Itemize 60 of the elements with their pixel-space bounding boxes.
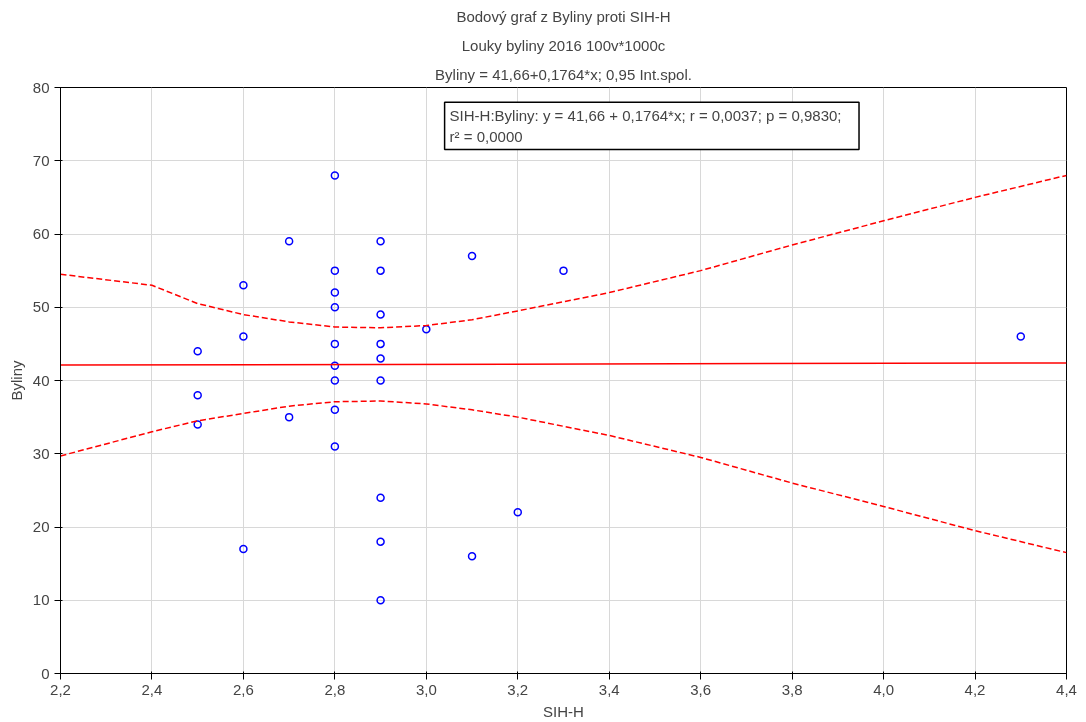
- annotation: SIH-H:Byliny: y = 41,66 + 0,1764*x; r = 0,0037; p = 0,9830; r² = 0,0000: [449, 107, 842, 145]
- x-tick-label: 3,0: [415, 680, 437, 698]
- y-tick-label: 40: [32, 371, 50, 389]
- point: [513, 508, 523, 517]
- x-tick-label: 4,2: [964, 680, 986, 698]
- point: [330, 288, 340, 297]
- point: [1016, 332, 1026, 341]
- y-tick-label: 0: [41, 664, 50, 682]
- chart-subtitle: Louky byliny 2016 100v*1000c: [461, 36, 666, 54]
- point: [239, 281, 248, 290]
- y-axis-title: Byliny: [7, 359, 25, 401]
- x-tick-label: 2,4: [141, 680, 163, 698]
- line-series: [60, 400, 1067, 554]
- point: [376, 376, 385, 385]
- x-tick-label: 2,6: [232, 680, 254, 698]
- point: [193, 390, 202, 400]
- point: [330, 361, 340, 371]
- x-axis-title: SIH-H: [543, 702, 584, 720]
- x-tick-label: 4,4: [1056, 680, 1077, 698]
- point: [467, 552, 477, 561]
- point: [193, 346, 202, 356]
- x-tick-label: 3,8: [781, 680, 803, 698]
- point: [330, 442, 340, 451]
- point: [376, 266, 385, 275]
- point: [330, 376, 340, 385]
- point: [376, 339, 385, 349]
- point: [376, 537, 385, 546]
- x-tick-label: 4,0: [873, 680, 895, 698]
- point: [330, 339, 340, 349]
- point: [376, 354, 385, 363]
- point: [330, 303, 340, 312]
- point: [559, 266, 568, 275]
- point: [284, 237, 294, 246]
- y-tick-label: 60: [32, 225, 50, 242]
- point: [376, 237, 385, 246]
- point: [376, 596, 385, 605]
- point: [193, 420, 202, 429]
- x-tick-label: 3,2: [507, 680, 529, 698]
- y-tick-label: 20: [32, 518, 50, 535]
- x-tick-label: 3,6: [690, 680, 712, 698]
- point: [376, 310, 385, 319]
- point: [330, 171, 340, 180]
- point: [467, 251, 477, 261]
- point: [376, 493, 385, 502]
- point: [239, 544, 248, 554]
- x-tick-label: 3,4: [598, 680, 620, 698]
- y-tick-label: 80: [32, 78, 50, 96]
- y-tick-label: 70: [32, 151, 50, 169]
- line-series: [60, 174, 1067, 329]
- point: [284, 412, 294, 422]
- chart-title: Bodový graf z Byliny proti SIH-H: [456, 7, 671, 25]
- point: [330, 266, 340, 275]
- y-tick-label: 10: [32, 591, 50, 609]
- x-tick-label: 2,2: [50, 680, 71, 698]
- y-tick-label: 30: [32, 444, 50, 462]
- point: [330, 405, 340, 415]
- text: Byliny = 41,66+0,1764*x; 0,95 Int.spol.: [435, 65, 692, 83]
- point: [239, 332, 248, 341]
- y-tick-label: 50: [32, 298, 50, 316]
- x-tick-label: 2,8: [324, 680, 346, 698]
